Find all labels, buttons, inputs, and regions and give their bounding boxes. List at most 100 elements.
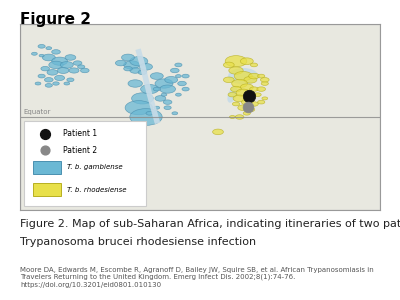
Circle shape — [165, 76, 178, 83]
Circle shape — [155, 96, 166, 101]
Circle shape — [243, 111, 250, 115]
Point — [246, 93, 252, 98]
Circle shape — [254, 93, 261, 97]
Circle shape — [250, 87, 258, 91]
Circle shape — [58, 68, 69, 74]
Circle shape — [32, 52, 37, 55]
Circle shape — [262, 97, 268, 100]
Text: Figure 2: Figure 2 — [20, 12, 91, 27]
Circle shape — [238, 105, 249, 110]
Circle shape — [232, 80, 248, 88]
Circle shape — [240, 84, 253, 91]
Circle shape — [250, 102, 258, 106]
Circle shape — [138, 70, 147, 75]
Circle shape — [161, 93, 167, 96]
Circle shape — [52, 57, 68, 65]
Circle shape — [178, 81, 186, 86]
Circle shape — [124, 61, 140, 69]
Circle shape — [234, 71, 252, 81]
Circle shape — [244, 76, 257, 83]
Circle shape — [230, 116, 235, 118]
Circle shape — [125, 100, 152, 115]
Circle shape — [67, 78, 74, 82]
Circle shape — [164, 106, 171, 110]
Circle shape — [230, 86, 242, 92]
Circle shape — [78, 65, 85, 69]
Circle shape — [128, 80, 142, 87]
FancyBboxPatch shape — [24, 121, 146, 206]
Circle shape — [223, 77, 234, 83]
Circle shape — [39, 54, 44, 57]
Circle shape — [242, 99, 252, 105]
Circle shape — [146, 111, 153, 115]
Circle shape — [261, 82, 268, 86]
Circle shape — [132, 93, 153, 104]
Circle shape — [153, 87, 160, 91]
Circle shape — [124, 66, 132, 71]
Circle shape — [213, 129, 224, 135]
Circle shape — [163, 100, 172, 104]
Circle shape — [65, 55, 76, 60]
FancyBboxPatch shape — [33, 161, 62, 174]
Circle shape — [229, 67, 243, 74]
Circle shape — [182, 87, 189, 91]
Circle shape — [41, 66, 50, 71]
Text: Moore DA, Edwards M, Escombe R, Agranoff D, Bailey JW, Squire SB, et al. African: Moore DA, Edwards M, Escombe R, Agranoff… — [20, 267, 374, 287]
Circle shape — [69, 68, 79, 73]
Circle shape — [246, 107, 255, 112]
Circle shape — [172, 112, 178, 115]
Circle shape — [53, 82, 59, 85]
FancyBboxPatch shape — [33, 183, 62, 196]
Circle shape — [229, 69, 258, 83]
Text: Patient 2: Patient 2 — [63, 146, 97, 155]
Point — [42, 148, 48, 153]
Circle shape — [258, 100, 265, 104]
Point — [42, 131, 48, 136]
Ellipse shape — [228, 87, 237, 102]
Circle shape — [45, 83, 52, 87]
Circle shape — [60, 61, 73, 68]
Circle shape — [245, 92, 256, 98]
FancyBboxPatch shape — [20, 24, 380, 210]
Circle shape — [140, 63, 152, 70]
Circle shape — [49, 61, 63, 69]
Circle shape — [240, 58, 253, 64]
Circle shape — [228, 92, 237, 97]
Circle shape — [38, 74, 45, 78]
Point — [244, 104, 251, 109]
Circle shape — [52, 50, 60, 54]
Circle shape — [73, 61, 82, 65]
Text: Figure 2. Map of sub-Saharan Africa, indicating itineraries of two patients with: Figure 2. Map of sub-Saharan Africa, ind… — [20, 219, 400, 229]
Circle shape — [46, 47, 52, 50]
Circle shape — [176, 75, 181, 78]
Circle shape — [47, 70, 58, 75]
Circle shape — [236, 89, 250, 97]
Circle shape — [116, 60, 126, 66]
Circle shape — [130, 109, 162, 125]
Circle shape — [233, 95, 246, 102]
Circle shape — [122, 54, 134, 61]
Circle shape — [235, 115, 244, 119]
Circle shape — [260, 78, 269, 82]
Circle shape — [250, 63, 258, 67]
Circle shape — [223, 62, 234, 68]
Text: T. b. gambiense: T. b. gambiense — [67, 164, 122, 170]
Circle shape — [35, 82, 41, 85]
Circle shape — [150, 73, 163, 80]
Text: Trypanosoma brucei rhodesiense infection: Trypanosoma brucei rhodesiense infection — [20, 237, 256, 247]
Circle shape — [141, 84, 158, 94]
Circle shape — [64, 82, 70, 85]
Text: Patient 1: Patient 1 — [63, 129, 97, 138]
Circle shape — [54, 75, 65, 80]
Circle shape — [249, 73, 259, 79]
Text: T. b. rhodesiense: T. b. rhodesiense — [67, 187, 126, 193]
Circle shape — [176, 93, 181, 96]
Circle shape — [160, 85, 176, 93]
Circle shape — [38, 44, 45, 48]
Circle shape — [175, 63, 182, 67]
Circle shape — [225, 56, 247, 67]
Circle shape — [44, 78, 53, 82]
Circle shape — [130, 68, 141, 73]
Text: Equator: Equator — [24, 109, 51, 115]
Circle shape — [182, 74, 189, 78]
